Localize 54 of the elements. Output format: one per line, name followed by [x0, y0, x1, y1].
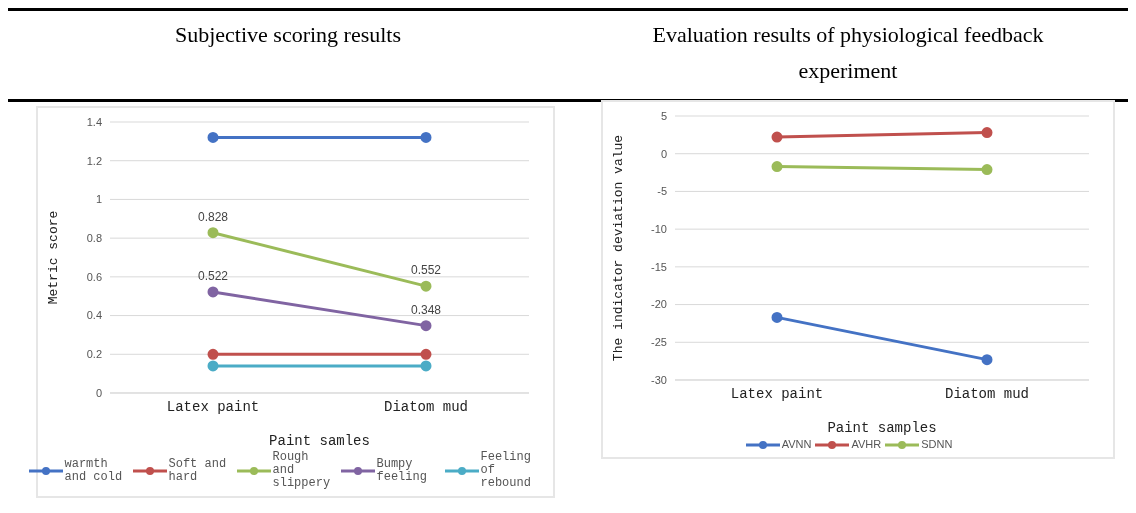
y-tick-label: -20 [651, 298, 667, 311]
y-tick-label: 0.8 [86, 232, 102, 245]
point [207, 348, 219, 360]
y-axis-title: The indicator deviation value [610, 134, 626, 362]
point [771, 131, 783, 143]
y-tick-label: 0.2 [86, 348, 102, 361]
point [771, 161, 783, 173]
y-tick-label: 0 [660, 147, 667, 160]
legend-label: AVNN [781, 438, 812, 451]
x-tick-label: Latex paint [166, 398, 260, 415]
y-tick-label: 0.6 [86, 270, 102, 283]
legend-label: warmth and cold [64, 456, 124, 484]
y-tick-label: -25 [651, 336, 667, 349]
y-tick-label: -15 [651, 260, 667, 273]
y-tick-label: -5 [657, 185, 667, 198]
y-axis-title: Metric score [45, 210, 61, 305]
y-tick-label: 0.4 [86, 309, 102, 322]
point [420, 348, 432, 360]
chart-title: Subjective scoring results [173, 21, 403, 49]
y-tick-label: 0 [95, 386, 102, 399]
point [981, 164, 993, 176]
data-label: 0.348 [410, 302, 442, 317]
x-axis-title: Paint samles [269, 433, 370, 449]
point [981, 127, 993, 139]
point [207, 227, 219, 239]
point [207, 360, 219, 372]
x-tick-label: Diatom mud [383, 398, 469, 415]
point [420, 320, 432, 332]
y-tick-label: -10 [651, 223, 667, 236]
point [981, 354, 993, 366]
y-tick-label: 5 [660, 109, 667, 122]
x-tick-label: Diatom mud [944, 385, 1030, 402]
data-label: 0.522 [197, 268, 229, 283]
chart-title: Evaluation results of physiological feedback experiment [651, 21, 1045, 85]
point [420, 280, 432, 292]
y-tick-label: 1.2 [86, 154, 102, 167]
data-label: 0.828 [197, 209, 229, 224]
data-label: 0.552 [410, 263, 442, 278]
legend-label: Rough and slippery [272, 450, 332, 490]
y-tick-label: -30 [651, 373, 667, 386]
y-tick-label: 1.4 [86, 115, 102, 128]
point [420, 131, 432, 143]
x-axis-title: Paint samples [827, 420, 937, 436]
legend-label: AVHR [851, 438, 882, 451]
x-tick-label: Latex paint [730, 385, 824, 402]
point [207, 131, 219, 143]
y-tick-label: 1 [95, 193, 102, 206]
legend-label: Bumpy feeling [376, 456, 428, 484]
legend-label: SDNN [921, 438, 953, 451]
point [420, 360, 432, 372]
point [771, 311, 783, 323]
point [207, 286, 219, 298]
legend-label: Soft and hard [168, 456, 228, 484]
legend-label: Feeling of rebound [480, 450, 532, 490]
